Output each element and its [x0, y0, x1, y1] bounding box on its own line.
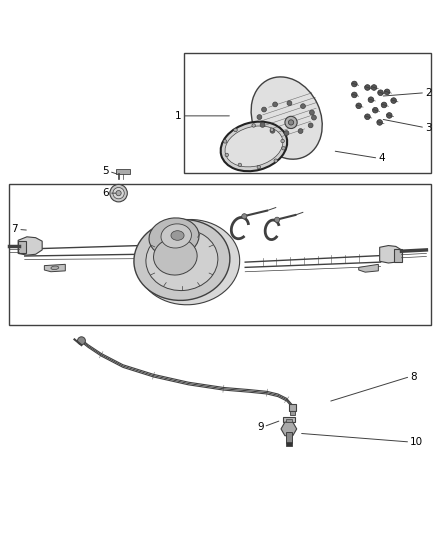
Polygon shape	[359, 264, 378, 272]
Text: 9: 9	[257, 422, 264, 432]
Circle shape	[381, 102, 387, 108]
Text: 2: 2	[425, 88, 432, 98]
Circle shape	[378, 90, 383, 95]
Circle shape	[78, 337, 85, 345]
Circle shape	[371, 85, 377, 90]
Polygon shape	[380, 246, 402, 263]
Circle shape	[298, 128, 303, 133]
Circle shape	[352, 92, 357, 98]
Bar	[394, 249, 402, 262]
Circle shape	[284, 131, 289, 135]
Bar	[289, 403, 296, 411]
Bar	[283, 417, 295, 422]
Ellipse shape	[161, 224, 191, 248]
Circle shape	[234, 128, 237, 132]
Circle shape	[257, 165, 261, 169]
Ellipse shape	[171, 231, 184, 240]
Ellipse shape	[221, 122, 287, 171]
Bar	[286, 432, 292, 443]
Ellipse shape	[154, 238, 197, 275]
Circle shape	[274, 159, 277, 163]
Circle shape	[364, 114, 370, 119]
Text: 1: 1	[175, 111, 182, 121]
Circle shape	[310, 110, 314, 115]
Ellipse shape	[285, 116, 297, 128]
Text: 10: 10	[410, 437, 424, 447]
Circle shape	[352, 81, 357, 87]
Circle shape	[391, 98, 396, 103]
Circle shape	[223, 140, 227, 143]
Circle shape	[273, 102, 278, 107]
Circle shape	[308, 123, 313, 128]
Ellipse shape	[288, 120, 293, 125]
Circle shape	[386, 112, 392, 118]
Circle shape	[384, 89, 390, 95]
Circle shape	[225, 153, 229, 157]
Circle shape	[275, 217, 280, 222]
Circle shape	[257, 115, 262, 119]
Circle shape	[260, 123, 265, 127]
Ellipse shape	[137, 220, 240, 305]
Circle shape	[238, 163, 242, 167]
Bar	[184, 53, 431, 173]
Circle shape	[356, 103, 361, 109]
Text: 7: 7	[11, 224, 18, 235]
Circle shape	[270, 128, 275, 133]
Text: 8: 8	[410, 372, 417, 382]
Circle shape	[377, 119, 382, 125]
Bar	[286, 419, 292, 422]
Circle shape	[300, 104, 305, 109]
Circle shape	[113, 188, 124, 199]
Circle shape	[242, 214, 247, 219]
Text: 5: 5	[102, 166, 109, 176]
Text: 3: 3	[425, 123, 432, 133]
Ellipse shape	[146, 229, 218, 290]
Circle shape	[252, 124, 255, 127]
Text: 4: 4	[378, 153, 385, 163]
Circle shape	[372, 107, 378, 113]
Bar	[18, 241, 26, 253]
Bar	[286, 442, 292, 446]
Circle shape	[261, 107, 266, 112]
Ellipse shape	[251, 77, 322, 159]
Circle shape	[270, 128, 274, 132]
Ellipse shape	[134, 220, 230, 301]
Circle shape	[116, 190, 121, 196]
Bar	[290, 410, 294, 415]
Circle shape	[368, 97, 374, 102]
Polygon shape	[44, 264, 65, 272]
Circle shape	[311, 115, 316, 120]
Bar	[10, 183, 431, 326]
Circle shape	[110, 184, 127, 202]
Bar	[117, 169, 131, 174]
Ellipse shape	[225, 126, 283, 167]
Ellipse shape	[51, 266, 59, 270]
Circle shape	[364, 85, 370, 90]
Polygon shape	[18, 237, 42, 255]
Ellipse shape	[149, 218, 199, 256]
Text: 6: 6	[102, 188, 109, 198]
Circle shape	[287, 101, 292, 106]
Circle shape	[281, 139, 284, 143]
Circle shape	[282, 147, 285, 150]
